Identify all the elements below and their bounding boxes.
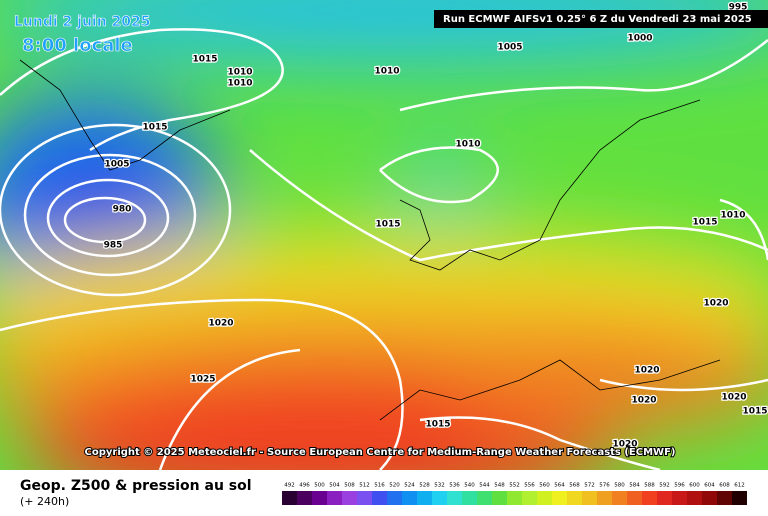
isobar-label: 1015 <box>425 420 450 430</box>
scale-label: 544 <box>479 483 490 489</box>
scale-swatch <box>432 491 447 505</box>
scale-label: 532 <box>434 483 445 489</box>
copyright: Copyright © 2025 Meteociel.fr - Source E… <box>85 447 676 458</box>
footer-lead: (+ 240h) <box>20 495 69 508</box>
scale-label: 564 <box>554 483 565 489</box>
scale-label: 536 <box>449 483 460 489</box>
scale-label: 516 <box>374 483 385 489</box>
scale-swatch <box>732 491 747 505</box>
scale-swatch <box>612 491 627 505</box>
scale-label: 584 <box>629 483 640 489</box>
isobar-label: 985 <box>104 241 123 251</box>
isobar-label: 1025 <box>190 375 215 385</box>
scale-swatch <box>702 491 717 505</box>
isobar-label: 1005 <box>497 43 522 53</box>
footer-title: Geop. Z500 & pression au sol <box>20 478 252 494</box>
isobar-label: 1015 <box>375 220 400 230</box>
scale-label: 608 <box>719 483 730 489</box>
scale-label: 576 <box>599 483 610 489</box>
scale-swatch <box>507 491 522 505</box>
scale-swatch <box>567 491 582 505</box>
isobar-label: 1000 <box>627 34 652 44</box>
scale-swatch <box>672 491 687 505</box>
scale-label: 508 <box>344 483 355 489</box>
scale-label: 548 <box>494 483 505 489</box>
scale-swatch <box>657 491 672 505</box>
isobar-label: 1010 <box>227 68 252 78</box>
scale-swatch <box>357 491 372 505</box>
isobar-label: 1010 <box>374 67 399 77</box>
scale-label: 568 <box>569 483 580 489</box>
isobar-label: 1015 <box>192 55 217 65</box>
scale-swatch <box>387 491 402 505</box>
isobar-label: 1010 <box>227 79 252 89</box>
scale-label: 524 <box>404 483 415 489</box>
scale-label: 500 <box>314 483 325 489</box>
scale-swatch <box>447 491 462 505</box>
isobar-label: 1010 <box>720 211 745 221</box>
scale-label: 492 <box>284 483 295 489</box>
scale-swatch <box>522 491 537 505</box>
scale-label: 572 <box>584 483 595 489</box>
isobar-label: 1015 <box>742 407 767 417</box>
isobar-label: 980 <box>113 205 132 215</box>
scale-swatch <box>582 491 597 505</box>
scale-label: 592 <box>659 483 670 489</box>
scale-label: 612 <box>734 483 745 489</box>
isobar-label: 1015 <box>692 218 717 228</box>
scale-label: 540 <box>464 483 475 489</box>
isobar-label: 1005 <box>104 160 129 170</box>
isobars <box>0 28 768 470</box>
scale-swatch <box>687 491 702 505</box>
isobar-label: 1020 <box>612 440 637 450</box>
isobar-label: 1020 <box>721 393 746 403</box>
scale-label: 512 <box>359 483 370 489</box>
scale-swatch <box>372 491 387 505</box>
scale-swatch <box>492 491 507 505</box>
scale-swatch <box>402 491 417 505</box>
isobar-label: 1020 <box>703 299 728 309</box>
scale-swatch <box>417 491 432 505</box>
scale-swatch <box>537 491 552 505</box>
scale-label: 504 <box>329 483 340 489</box>
scale-label: 588 <box>644 483 655 489</box>
scale-label: 552 <box>509 483 520 489</box>
isobar-label: 1010 <box>455 140 480 150</box>
scale-swatch <box>342 491 357 505</box>
isobar-label: 1020 <box>631 396 656 406</box>
scale-label: 520 <box>389 483 400 489</box>
scale-swatch <box>717 491 732 505</box>
scale-label: 496 <box>299 483 310 489</box>
scale-swatch <box>312 491 327 505</box>
scale-swatch <box>327 491 342 505</box>
isobar-label: 1015 <box>142 123 167 133</box>
scale-label: 560 <box>539 483 550 489</box>
scale-label: 556 <box>524 483 535 489</box>
scale-label: 528 <box>419 483 430 489</box>
scale-swatch <box>462 491 477 505</box>
isobar-label: 1020 <box>634 366 659 376</box>
run-info: Run ECMWF AIFSv1 0.25° 6 Z du Vendredi 2… <box>443 14 752 25</box>
scale-label: 596 <box>674 483 685 489</box>
scale-swatch <box>297 491 312 505</box>
scale-swatch <box>552 491 567 505</box>
forecast-date: Lundi 2 juin 2025 <box>14 14 151 30</box>
scale-swatch <box>642 491 657 505</box>
forecast-time: 8:00 locale <box>22 35 133 56</box>
scale-swatch <box>477 491 492 505</box>
scale-swatch <box>627 491 642 505</box>
scale-label: 604 <box>704 483 715 489</box>
run-banner <box>434 10 768 28</box>
scale-label: 580 <box>614 483 625 489</box>
isobar-label: 1020 <box>208 319 233 329</box>
scale-swatch <box>597 491 612 505</box>
coastlines <box>19 59 721 421</box>
scale-swatch <box>282 491 297 505</box>
scale-label: 600 <box>689 483 700 489</box>
